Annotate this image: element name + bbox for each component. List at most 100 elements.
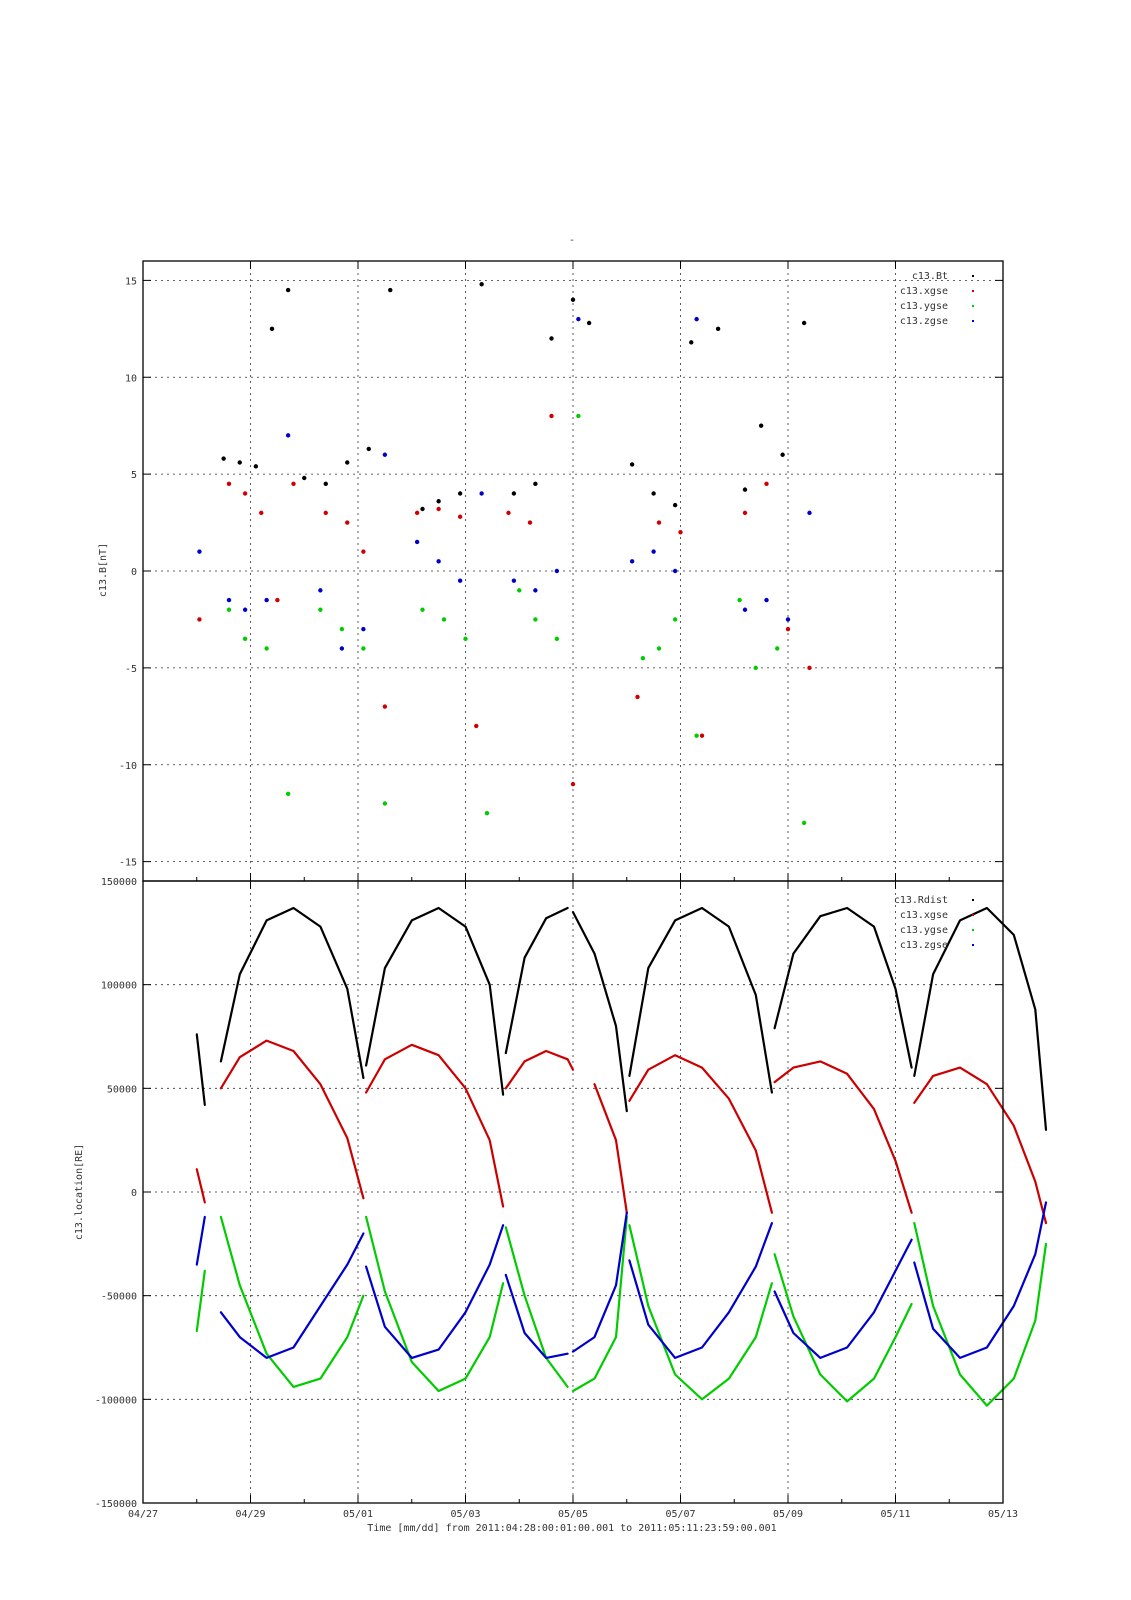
legend-swatch <box>972 914 974 916</box>
series-line <box>195 1033 206 1106</box>
data-point <box>242 607 248 612</box>
data-point <box>285 433 291 438</box>
legend-swatch <box>972 944 974 946</box>
panel-b-legend: c13.Bt c13.xgse c13.ygse c13.zgse <box>900 271 974 327</box>
series-line <box>219 1232 365 1359</box>
panel-location-grid <box>143 881 1003 1503</box>
data-point <box>651 491 656 496</box>
xtick-label: 05/05 <box>558 1509 588 1520</box>
data-point <box>801 820 807 826</box>
data-point <box>226 481 232 487</box>
data-point <box>264 597 269 603</box>
data-point <box>366 446 371 452</box>
data-point <box>764 481 769 487</box>
data-point <box>242 491 248 496</box>
data-point <box>226 597 232 603</box>
ytick-label: -5 <box>125 664 137 675</box>
data-point <box>511 491 517 496</box>
data-point <box>764 597 769 603</box>
xtick-label: 05/07 <box>665 1509 695 1520</box>
data-point <box>533 617 538 622</box>
series-line <box>773 906 913 1069</box>
data-point <box>388 287 393 293</box>
series-line <box>773 1060 913 1214</box>
data-point <box>275 597 280 603</box>
data-point <box>576 316 581 322</box>
data-point <box>576 413 581 419</box>
series-line <box>593 1083 628 1214</box>
series-line <box>219 1039 365 1200</box>
series-line <box>913 1201 1048 1359</box>
data-point <box>640 655 646 661</box>
legend-swatch <box>972 899 974 901</box>
panel-location: 150000 100000 50000 0 -50000 -100000 -150000 c… <box>74 877 1048 1510</box>
legend-swatch <box>972 320 974 322</box>
xtick-label: 04/29 <box>235 1509 265 1520</box>
legend-label: c13.Bt <box>912 271 948 282</box>
data-point <box>484 810 490 816</box>
series-line <box>504 906 569 1055</box>
data-point <box>672 568 678 574</box>
panel-b-ylabel: c13.B[nT] <box>98 543 109 597</box>
data-point <box>361 646 366 651</box>
series-line <box>913 1066 1048 1225</box>
data-point <box>672 617 678 622</box>
panel-b-frame <box>142 260 1004 882</box>
legend-swatch <box>972 929 974 931</box>
xtick-label: 04/27 <box>128 1509 158 1520</box>
data-point <box>345 460 350 465</box>
data-point <box>753 665 758 671</box>
data-point <box>361 549 366 554</box>
series-line <box>195 1168 206 1204</box>
data-point <box>689 340 694 345</box>
xtick-label: 05/03 <box>450 1509 480 1520</box>
data-point <box>382 452 388 457</box>
data-point <box>549 413 554 419</box>
data-point <box>785 626 791 632</box>
data-point <box>226 607 232 612</box>
data-point <box>285 287 291 293</box>
series-line <box>504 1273 569 1359</box>
data-point <box>775 646 780 651</box>
data-point <box>742 607 748 612</box>
series-line <box>195 1269 206 1332</box>
ytick-label: 0 <box>131 567 137 578</box>
ytick-label: 0 <box>131 1188 137 1199</box>
series-line <box>504 1049 575 1090</box>
data-point <box>527 520 533 525</box>
data-point <box>807 510 812 516</box>
data-point <box>264 646 269 651</box>
data-point <box>457 514 463 519</box>
ytick-label: -50000 <box>101 1292 137 1303</box>
legend-swatch <box>972 305 974 307</box>
data-point <box>323 481 328 487</box>
xtick-label: 05/13 <box>988 1509 1018 1520</box>
data-point <box>436 559 441 564</box>
series-line <box>571 1215 628 1393</box>
data-point <box>586 320 592 326</box>
data-point <box>651 549 656 554</box>
time-axis-ticks: 04/27 04/29 05/01 05/03 05/05 05/07 05/09 05/11… <box>128 261 1018 1520</box>
figure-title: - <box>569 235 575 246</box>
data-point <box>436 506 441 512</box>
panel-location-legend: c13.Rdist c13.xgse c13.ygse c13.zgse <box>894 895 974 951</box>
data-point <box>361 626 366 632</box>
legend-swatch <box>972 275 974 277</box>
data-point <box>629 462 635 467</box>
data-point <box>420 607 425 612</box>
series-line <box>365 1215 505 1393</box>
data-point <box>345 520 350 525</box>
series-line <box>628 1224 773 1401</box>
series-line <box>571 911 628 1113</box>
data-point <box>414 539 420 545</box>
data-point <box>699 733 705 738</box>
ytick-label: 5 <box>131 470 137 481</box>
ytick-label: 15 <box>125 276 137 287</box>
data-point <box>441 617 447 622</box>
series-line <box>773 1253 913 1403</box>
data-point <box>302 475 307 481</box>
data-point <box>801 320 807 326</box>
data-point <box>382 801 388 806</box>
legend-label: c13.zgse <box>900 316 948 327</box>
ytick-label: -150000 <box>95 1499 137 1510</box>
